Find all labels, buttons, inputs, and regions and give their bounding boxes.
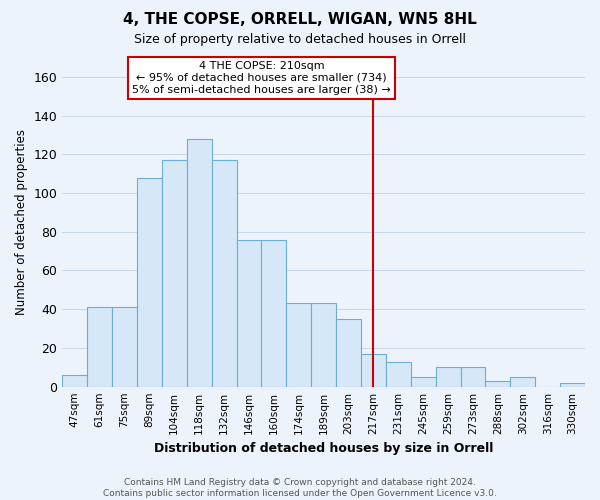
Text: 4 THE COPSE: 210sqm
← 95% of detached houses are smaller (734)
5% of semi-detach: 4 THE COPSE: 210sqm ← 95% of detached ho…: [132, 62, 391, 94]
Bar: [386, 362, 411, 386]
Bar: [262, 240, 286, 386]
Bar: [361, 354, 386, 386]
Bar: [436, 368, 461, 386]
Y-axis label: Number of detached properties: Number of detached properties: [15, 129, 28, 315]
Bar: [461, 368, 485, 386]
Text: Size of property relative to detached houses in Orrell: Size of property relative to detached ho…: [134, 32, 466, 46]
Bar: [112, 308, 137, 386]
Bar: [87, 308, 112, 386]
Bar: [236, 240, 262, 386]
Bar: [286, 304, 311, 386]
Bar: [560, 383, 585, 386]
Bar: [485, 381, 511, 386]
Bar: [187, 139, 212, 386]
Bar: [411, 377, 436, 386]
Bar: [137, 178, 162, 386]
Text: Contains HM Land Registry data © Crown copyright and database right 2024.
Contai: Contains HM Land Registry data © Crown c…: [103, 478, 497, 498]
Bar: [336, 319, 361, 386]
Bar: [162, 160, 187, 386]
X-axis label: Distribution of detached houses by size in Orrell: Distribution of detached houses by size …: [154, 442, 493, 455]
Bar: [212, 160, 236, 386]
Bar: [511, 377, 535, 386]
Text: 4, THE COPSE, ORRELL, WIGAN, WN5 8HL: 4, THE COPSE, ORRELL, WIGAN, WN5 8HL: [123, 12, 477, 28]
Bar: [62, 375, 87, 386]
Bar: [311, 304, 336, 386]
